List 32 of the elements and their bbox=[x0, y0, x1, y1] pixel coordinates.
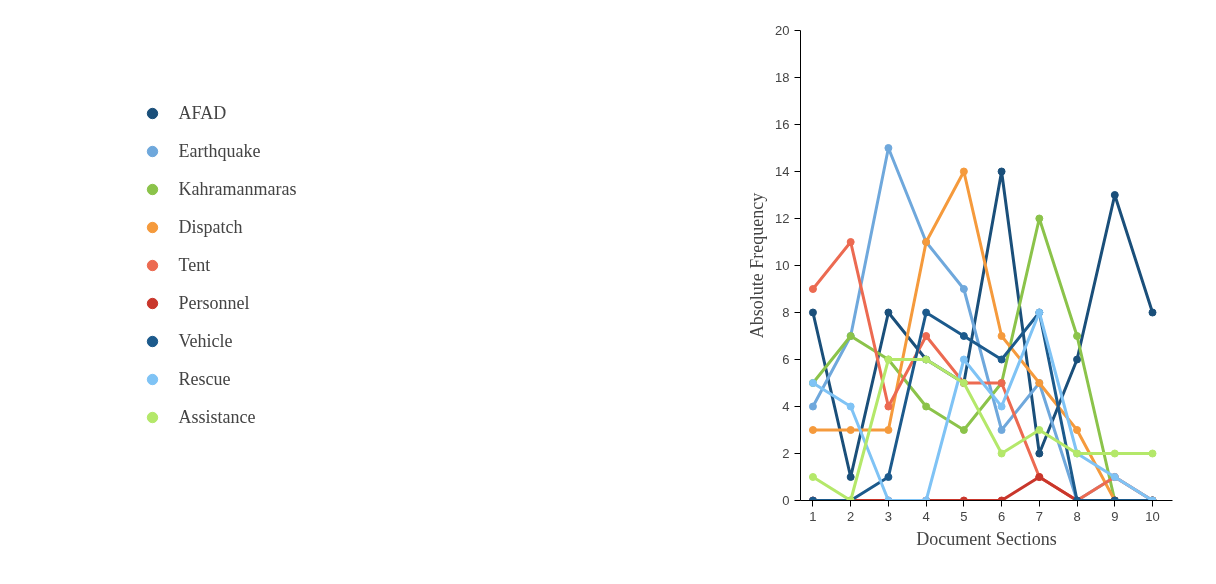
legend-label: Vehicle bbox=[178, 330, 234, 352]
x-axis-title: Document Sections bbox=[916, 528, 1057, 549]
legend-label: Earthquake bbox=[178, 140, 262, 162]
y-tick-label: 10 bbox=[775, 258, 790, 273]
legend-label: Tent bbox=[178, 254, 212, 276]
x-tick-label: 8 bbox=[1073, 508, 1081, 524]
legend-label: Rescue bbox=[178, 368, 232, 390]
legend-label: Personnel bbox=[178, 292, 251, 314]
x-tick-label: 1 bbox=[809, 508, 817, 524]
x-tick-label: 4 bbox=[922, 508, 930, 524]
x-tick-label: 2 bbox=[847, 508, 855, 524]
x-tick-label: 10 bbox=[1145, 508, 1160, 524]
x-tick-label: 6 bbox=[997, 508, 1006, 524]
y-tick-label: 6 bbox=[782, 352, 790, 367]
y-tick-label: 12 bbox=[775, 211, 790, 226]
y-tick-label: 18 bbox=[775, 70, 790, 85]
y-tick-label: 2 bbox=[782, 446, 790, 461]
legend-label: Kahramanmaras bbox=[178, 178, 298, 200]
y-axis-title: Absolute Frequency bbox=[747, 192, 768, 339]
y-tick-label: 0 bbox=[782, 493, 790, 508]
y-tick-label: 16 bbox=[775, 117, 790, 132]
x-tick-label: 7 bbox=[1035, 508, 1043, 524]
y-tick-label: 4 bbox=[782, 399, 790, 414]
y-tick-label: 14 bbox=[775, 164, 790, 179]
y-tick-label: 20 bbox=[775, 23, 790, 38]
y-tick-label: 8 bbox=[782, 305, 790, 320]
x-tick-label: 9 bbox=[1111, 508, 1119, 524]
legend-label: Dispatch bbox=[178, 216, 244, 238]
x-tick-label: 3 bbox=[884, 508, 893, 524]
legend-label: Assistance bbox=[178, 406, 257, 428]
legend-label: AFAD bbox=[178, 102, 228, 124]
x-tick-label: 5 bbox=[960, 508, 968, 524]
